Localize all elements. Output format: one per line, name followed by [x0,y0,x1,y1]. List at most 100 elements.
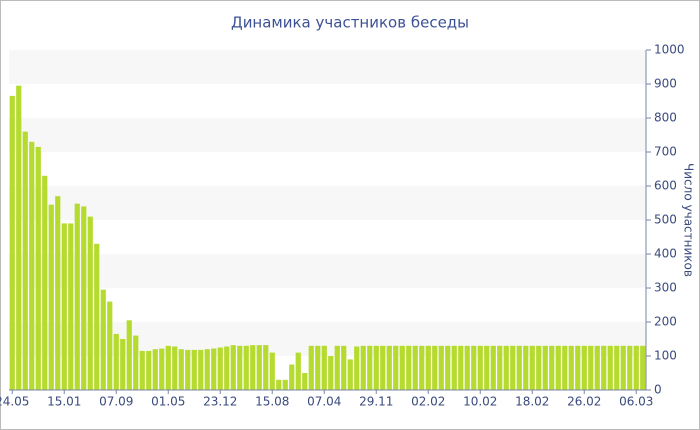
bar [477,345,483,390]
bar [360,345,366,390]
bar [81,206,87,390]
x-tick-label: 01.05 [151,395,185,409]
y-tick-label: 1000 [654,43,685,57]
bar [399,345,405,390]
bar [9,95,15,391]
bar [510,345,516,390]
bar [308,345,314,390]
x-tick-label: 07.04 [307,395,341,409]
bar [113,333,119,390]
bar [295,352,301,390]
x-tick-label: 26.02 [567,395,601,409]
bar [484,345,490,390]
bar [640,345,646,390]
bar [133,335,139,390]
y-tick-label: 800 [654,111,677,125]
bar [445,345,451,390]
bar [627,345,633,390]
bar [614,345,620,390]
x-tick-label: 06.03 [619,395,653,409]
bar [269,352,275,390]
bar [438,345,444,390]
x-tick-label: 24.05 [0,395,29,409]
bar [542,345,548,390]
grid-band [9,254,646,288]
bar [549,345,555,390]
bar [562,345,568,390]
bar [16,85,22,390]
bar [185,349,191,390]
bar [334,345,340,390]
bar [354,346,360,390]
grid-band [9,50,646,84]
bar [48,204,54,390]
bar [575,345,581,390]
bar [126,320,132,390]
bar [581,345,587,390]
y-tick-label: 700 [654,145,677,159]
bar [282,379,288,390]
x-tick-label: 10.02 [463,395,497,409]
bar [120,339,126,390]
y-tick-label: 100 [654,349,677,363]
y-tick-label: 0 [654,383,662,397]
bar [237,345,243,390]
bar [217,347,223,390]
bar [276,379,282,390]
bar [230,345,236,390]
y-tick-label: 400 [654,247,677,261]
bar [386,345,392,390]
bar [243,345,249,390]
bar [464,345,470,390]
grid-band [9,186,646,220]
bar [256,345,262,390]
bar [419,345,425,390]
bar [412,345,418,390]
bar [503,345,509,390]
bar [373,345,379,390]
x-tick-label: 15.01 [47,395,81,409]
bar [178,349,184,390]
bar [42,175,48,390]
y-axis-label: Число участников [682,163,696,277]
x-tick-label: 23.12 [203,395,237,409]
bar [61,223,67,390]
y-tick-label: 900 [654,77,677,91]
bar [458,345,464,390]
bar [152,349,158,390]
bar [451,345,457,390]
bar [497,345,503,390]
bar [529,345,535,390]
bar [490,345,496,390]
bar [87,216,93,390]
bar [55,196,61,390]
x-tick-label: 18.02 [515,395,549,409]
bar [198,349,204,390]
x-tick-label: 07.09 [99,395,133,409]
bar [633,345,639,390]
bar [568,345,574,390]
bar [601,345,607,390]
bar [94,243,100,390]
bar [100,289,106,390]
chart-title: Динамика участников беседы [231,14,469,32]
x-tick-label: 15.08 [255,395,289,409]
bar [367,345,373,390]
bar [165,345,171,390]
bar [328,356,334,390]
bar [588,345,594,390]
bar [393,345,399,390]
bar [224,346,230,390]
bar [211,348,217,390]
bar [380,345,386,390]
bar [107,301,113,390]
bar [68,223,74,390]
bar [315,345,321,390]
bar [321,345,327,390]
bar [289,364,295,390]
bar [146,350,152,390]
bar [432,345,438,390]
bar [555,345,561,390]
bar [29,141,35,390]
